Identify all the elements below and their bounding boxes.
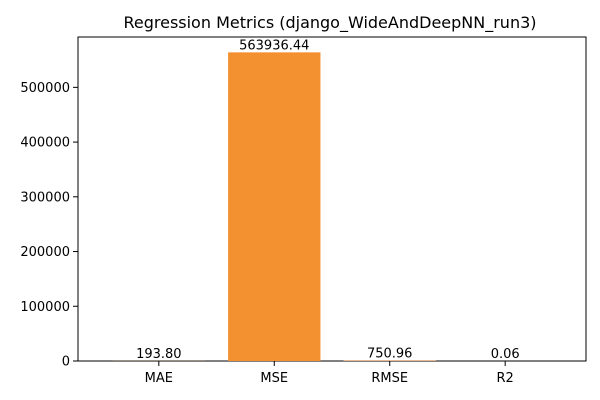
- plot-frame: [77, 36, 587, 362]
- y-tick-label: 400000: [20, 136, 70, 151]
- y-tick-label: 0: [62, 355, 70, 370]
- data-label-rmse: 750.96: [367, 347, 413, 362]
- axes-frame: [77, 36, 587, 362]
- x-axis: MAE MSE RMSE R2: [145, 361, 514, 386]
- x-tick-label: MSE: [260, 371, 288, 386]
- y-tick-label: 300000: [20, 190, 70, 205]
- x-tick-label: RMSE: [371, 371, 408, 386]
- x-tick-label: MAE: [145, 371, 173, 386]
- y-tick-label: 500000: [20, 81, 70, 96]
- y-tick-label: 100000: [20, 300, 70, 315]
- y-tick-label: 200000: [20, 245, 70, 260]
- bars: [112, 52, 552, 362]
- chart-title: Regression Metrics (django_WideAndDeepNN…: [123, 13, 536, 33]
- data-label-mse: 563936.44: [239, 38, 309, 53]
- y-axis: 0 100000 200000 300000 400000 500000: [20, 81, 78, 370]
- bar-mse: [228, 52, 321, 362]
- x-tick-label: R2: [497, 371, 514, 386]
- data-label-mae: 193.80: [136, 347, 182, 362]
- data-labels: 193.80 563936.44 750.96 0.06: [136, 38, 520, 362]
- data-label-r2: 0.06: [491, 347, 520, 362]
